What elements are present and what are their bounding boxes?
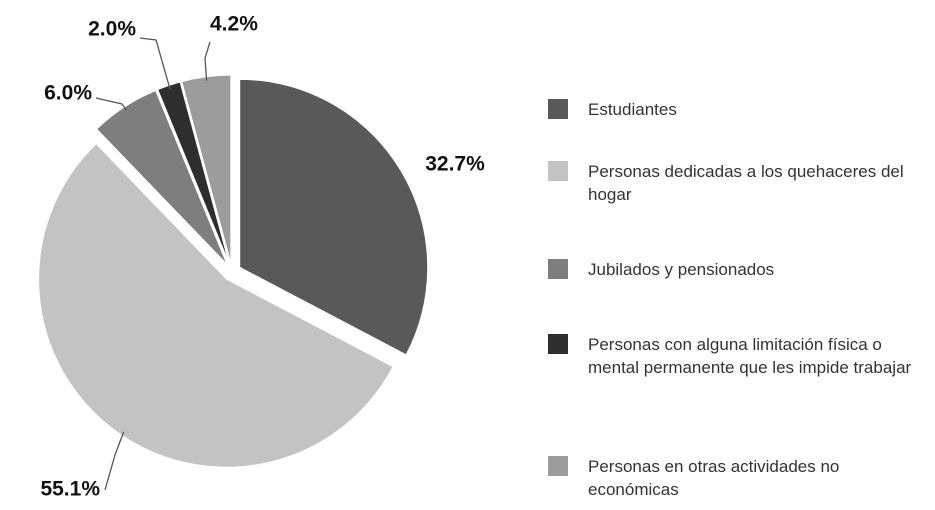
data-label: 6.0%: [44, 82, 92, 105]
legend-swatch: [548, 456, 568, 476]
legend-swatch: [548, 99, 568, 119]
data-label: 2.0%: [88, 18, 136, 41]
legend-label: Personas dedicadas a los quehaceres del …: [588, 162, 904, 204]
legend-label: Jubilados y pensionados: [588, 260, 775, 279]
legend-swatch: [548, 161, 568, 181]
legend-label: Personas en otras actividades no económi…: [588, 457, 840, 499]
legend-item: Estudiantes: [548, 98, 918, 121]
legend-label: Estudiantes: [588, 100, 677, 119]
legend-item: Personas en otras actividades no económi…: [548, 455, 918, 501]
legend-item: Personas dedicadas a los quehaceres del …: [548, 160, 918, 206]
legend-item: Jubilados y pensionados: [548, 258, 918, 281]
legend-swatch: [548, 259, 568, 279]
leader-line: [104, 431, 125, 491]
pie-slice: [239, 78, 429, 356]
data-label: 32.7%: [425, 153, 485, 176]
pie-slice: [38, 143, 394, 468]
legend-swatch: [548, 334, 568, 354]
data-label: 55.1%: [40, 478, 100, 501]
leader-line: [95, 97, 128, 111]
leader-line: [204, 41, 211, 81]
legend-label: Personas con alguna limitación física o …: [588, 335, 912, 377]
data-label: 4.2%: [210, 13, 258, 36]
legend-item: Personas con alguna limitación física o …: [548, 333, 918, 379]
leader-line: [139, 37, 171, 90]
